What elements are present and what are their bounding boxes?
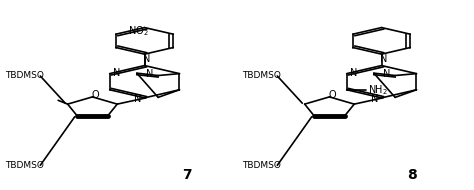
Text: TBDMSO: TBDMSO [242, 161, 281, 170]
Text: TBDMSO: TBDMSO [5, 71, 44, 81]
Text: TBDMSO: TBDMSO [242, 71, 281, 81]
Text: N: N [383, 69, 390, 79]
Text: NH$_2$: NH$_2$ [368, 83, 388, 97]
Text: N: N [113, 68, 120, 78]
Text: NO$_2$: NO$_2$ [128, 25, 148, 38]
Text: 8: 8 [408, 168, 417, 182]
Text: N: N [380, 54, 387, 64]
Text: O: O [329, 90, 337, 100]
Text: TBDMSO: TBDMSO [5, 161, 44, 170]
Text: N: N [134, 94, 141, 104]
Text: N: N [350, 68, 357, 78]
Text: O: O [92, 90, 100, 100]
Text: N: N [146, 69, 153, 79]
Text: N: N [143, 54, 150, 64]
Text: 7: 7 [182, 168, 192, 182]
Text: N: N [371, 94, 378, 104]
